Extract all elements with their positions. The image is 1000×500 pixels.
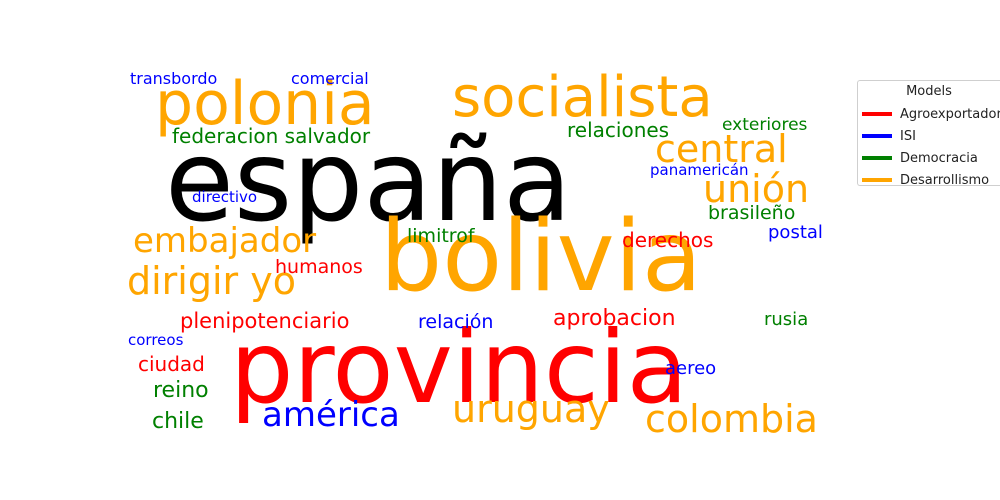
word-relaciones: relaciones (567, 118, 670, 142)
word-comercial: comercial (291, 69, 369, 88)
word-uruguay: uruguay (452, 387, 610, 431)
word-humanos: humanos (275, 256, 363, 278)
word-exteriores: exteriores (722, 115, 808, 135)
word-panamerican: panamericán (650, 161, 749, 179)
word-colombia: colombia (645, 397, 818, 441)
legend-label: Democracia (900, 150, 978, 166)
word-ciudad: ciudad (138, 352, 205, 376)
legend-label: ISI (900, 128, 916, 144)
word-provincia: provincia (230, 309, 688, 426)
word-correos: correos (128, 331, 184, 349)
word-plenipotenciario: plenipotenciario (180, 309, 350, 333)
word-transbordo: transbordo (130, 69, 218, 88)
legend-title: Models (906, 84, 952, 99)
word-bolivia: bolivia (380, 200, 702, 314)
word-chile: chile (152, 409, 204, 434)
word-relacion: relación (418, 311, 494, 333)
word-socialista: socialista (452, 65, 713, 130)
legend: Models Agroexportador ISI Democracia Des… (857, 80, 1000, 186)
word-aprobacion: aprobacion (553, 306, 676, 331)
word-central: central (655, 127, 788, 171)
word-directivo: directivo (192, 188, 258, 206)
word-aereo: aereo (665, 358, 717, 379)
legend-swatch (862, 112, 892, 116)
word-america: américa (262, 395, 400, 435)
word-dirigir-yo: dirigir yo (127, 259, 296, 303)
legend-swatch (862, 134, 892, 138)
word-derechos: derechos (622, 228, 714, 252)
word-union: unión (703, 167, 810, 211)
word-espana: españa (165, 117, 572, 247)
legend-item-democracia: Democracia (862, 149, 978, 167)
word-rusia: rusia (764, 309, 809, 330)
legend-swatch (862, 156, 892, 160)
legend-label: Desarrollismo (900, 172, 990, 186)
legend-item-agroexportador: Agroexportador (862, 105, 1000, 123)
legend-item-isi: ISI (862, 127, 916, 145)
legend-swatch (862, 178, 892, 182)
word-postal: postal (768, 222, 823, 243)
legend-item-desarrollismo: Desarrollismo (862, 171, 990, 186)
word-brasileno: brasileño (708, 202, 796, 224)
word-embajador: embajador (133, 221, 317, 261)
word-limitrof: limitrof (407, 225, 475, 247)
word-reino: reino (153, 378, 209, 403)
word-polonia: polonia (155, 69, 375, 139)
word-federacion-salvador: federacion salvador (172, 124, 371, 148)
legend-label: Agroexportador (900, 106, 1000, 122)
